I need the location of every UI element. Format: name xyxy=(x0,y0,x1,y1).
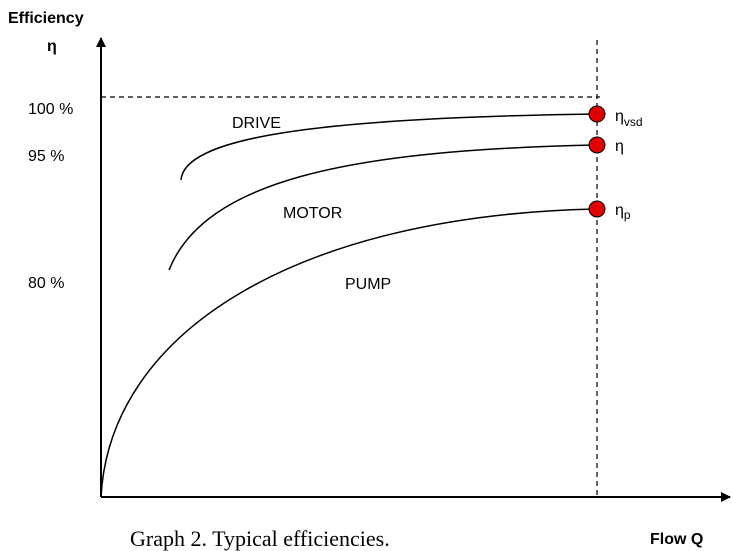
y-label: 95 % xyxy=(28,148,64,165)
point-symbol: η xyxy=(615,138,624,155)
y-title: Efficiency xyxy=(8,10,84,27)
point-label: ηvsd xyxy=(615,108,643,129)
curve-label: DRIVE xyxy=(232,115,281,132)
pump-curve xyxy=(100,208,598,498)
point-subscript: p xyxy=(624,208,631,222)
drive-curve xyxy=(180,113,598,181)
y-label: 80 % xyxy=(28,275,64,292)
point-label: η xyxy=(615,138,624,155)
point-symbol: η xyxy=(615,202,624,219)
curve-label: MOTOR xyxy=(283,205,342,222)
point-symbol: η xyxy=(615,108,624,125)
drive-point xyxy=(588,105,606,123)
point-subscript: vsd xyxy=(624,115,643,129)
motor-curve xyxy=(168,144,598,271)
y-symbol: η xyxy=(47,38,57,55)
x-title: Flow Q xyxy=(650,531,703,548)
point-label: ηp xyxy=(615,202,631,222)
y-label: 100 % xyxy=(28,101,73,118)
caption: Graph 2. Typical efficiencies. xyxy=(130,526,390,551)
curve-label: PUMP xyxy=(345,276,391,293)
pump-point xyxy=(588,200,606,218)
motor-point xyxy=(588,136,606,154)
